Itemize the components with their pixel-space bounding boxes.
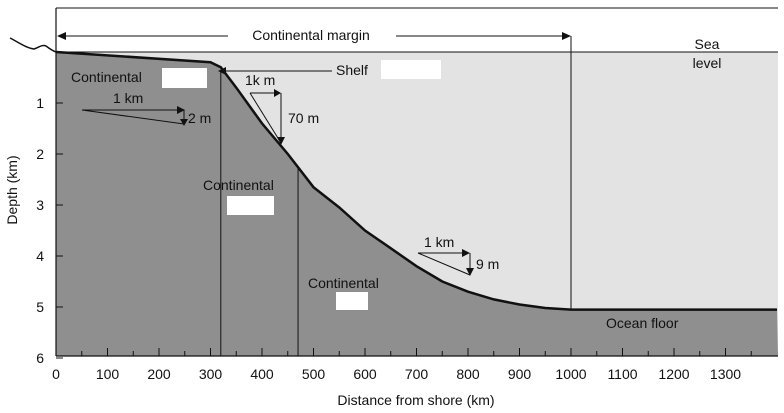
gradient-rise-vertical: 9 m [476, 256, 499, 272]
x-tick-label: 500 [302, 366, 326, 382]
x-tick-label: 1100 [607, 366, 637, 382]
y-tick-label: 2 [36, 146, 44, 162]
x-tick-label: 600 [353, 366, 377, 382]
x-axis-title: Distance from shore (km) [337, 392, 494, 408]
y-tick-label: 1 [36, 95, 44, 111]
y-tick-label: 5 [36, 299, 44, 315]
gradient-slope-vertical: 70 m [288, 110, 319, 126]
shelf-pointer-arrowhead [218, 67, 226, 75]
seafloor-profile-line [55, 50, 777, 311]
continental-shelf-label: Continental [71, 69, 142, 85]
continental-shelf-blank [162, 68, 207, 88]
gradient-rise-varrow [466, 268, 474, 276]
x-tick-label: 1200 [658, 366, 689, 382]
continental-slope-blank [227, 196, 274, 215]
x-tick-label: 800 [456, 366, 480, 382]
continental-rise-label: Continental [308, 275, 379, 291]
continental-margin-label: Continental margin [252, 27, 370, 43]
x-tick-label: 1000 [555, 366, 586, 382]
gradient-slope-varrow [277, 137, 285, 145]
shelf-label: Shelf [336, 62, 368, 78]
seafloor-region [56, 52, 778, 356]
x-tick-label: 200 [147, 366, 171, 382]
gradient-rise-horizontal: 1 km [424, 234, 454, 250]
continental-rise-blank [336, 292, 368, 310]
margin-arrowhead-left [57, 32, 66, 40]
x-tick-label: 300 [199, 366, 223, 382]
gradient-rise-slope [417, 252, 471, 276]
y-tick-label: 3 [36, 197, 44, 213]
y-tick-label: 6 [36, 350, 44, 366]
gradient-rise-harrow [462, 249, 470, 257]
margin-arrowhead-right [562, 32, 571, 40]
ocean-floor-label: Ocean floor [606, 315, 679, 331]
x-tick-label: 0 [52, 366, 60, 382]
y-tick-label: 4 [36, 248, 44, 264]
x-tick-label: 100 [96, 366, 120, 382]
y-axis-ticks: 1 2 3 4 5 6 [36, 95, 63, 366]
gradient-slope-harrow [274, 89, 281, 97]
sea-level-label: Sea [695, 36, 720, 52]
gradient-shelf-horizontal: 1 km [113, 90, 143, 106]
shelf-answer-blank [381, 60, 441, 79]
coastline-squiggle [9, 37, 57, 53]
sea-level-label-2: level [693, 55, 722, 71]
gradient-shelf-harrow [177, 106, 185, 114]
y-axis-title: Depth (km) [4, 155, 20, 224]
gradient-shelf-varrow [180, 119, 188, 126]
gradient-slope-slope [249, 92, 282, 144]
x-axis-ticks: 0 100 200 300 400 500 600 700 800 900 1000 1100 1200… [52, 348, 752, 382]
gradient-shelf-slope [81, 109, 185, 125]
x-tick-label: 1300 [710, 366, 741, 382]
gradient-slope-horizontal: 1k m [245, 72, 275, 88]
gradient-shelf-vertical: 2 m [188, 110, 211, 126]
x-tick-label: 900 [508, 366, 532, 382]
continental-slope-label: Continental [203, 177, 274, 193]
x-tick-label: 700 [405, 366, 429, 382]
x-tick-label: 400 [250, 366, 274, 382]
